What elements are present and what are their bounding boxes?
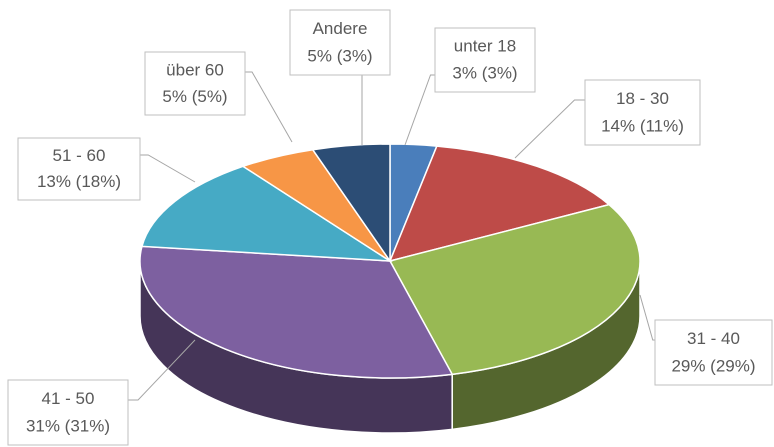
value-label: 5% (5%) <box>162 87 227 106</box>
leader-line <box>140 154 196 183</box>
leader-line <box>639 294 655 341</box>
label-box <box>144 51 246 116</box>
category-label: 18 - 30 <box>616 89 669 108</box>
label-box <box>17 137 141 201</box>
value-label: 3% (3%) <box>452 64 517 83</box>
slice <box>311 143 391 264</box>
leader-line <box>514 99 585 159</box>
value-label: 29% (29%) <box>671 356 755 375</box>
leader-line <box>404 74 435 146</box>
category-label: 41 - 50 <box>42 389 95 408</box>
label-box <box>434 27 536 93</box>
value-label: 14% (11%) <box>601 116 684 135</box>
value-label: 5% (3%) <box>307 46 372 65</box>
label-box <box>7 379 129 446</box>
label-box <box>289 9 391 76</box>
slice <box>388 145 611 263</box>
label-box <box>584 79 701 146</box>
category-label: unter 18 <box>454 37 516 56</box>
leader-line <box>128 339 196 401</box>
category-label: 51 - 60 <box>53 146 106 165</box>
label-box <box>654 319 773 386</box>
category-label: Andere <box>313 19 368 38</box>
value-label: 13% (18%) <box>37 172 121 191</box>
value-label: 31% (31%) <box>26 416 110 435</box>
slice <box>139 245 454 379</box>
slice <box>141 165 393 262</box>
category-label: 31 - 40 <box>687 329 740 348</box>
slice <box>388 203 641 376</box>
category-label: über 60 <box>166 60 224 79</box>
leader-line <box>245 71 293 143</box>
